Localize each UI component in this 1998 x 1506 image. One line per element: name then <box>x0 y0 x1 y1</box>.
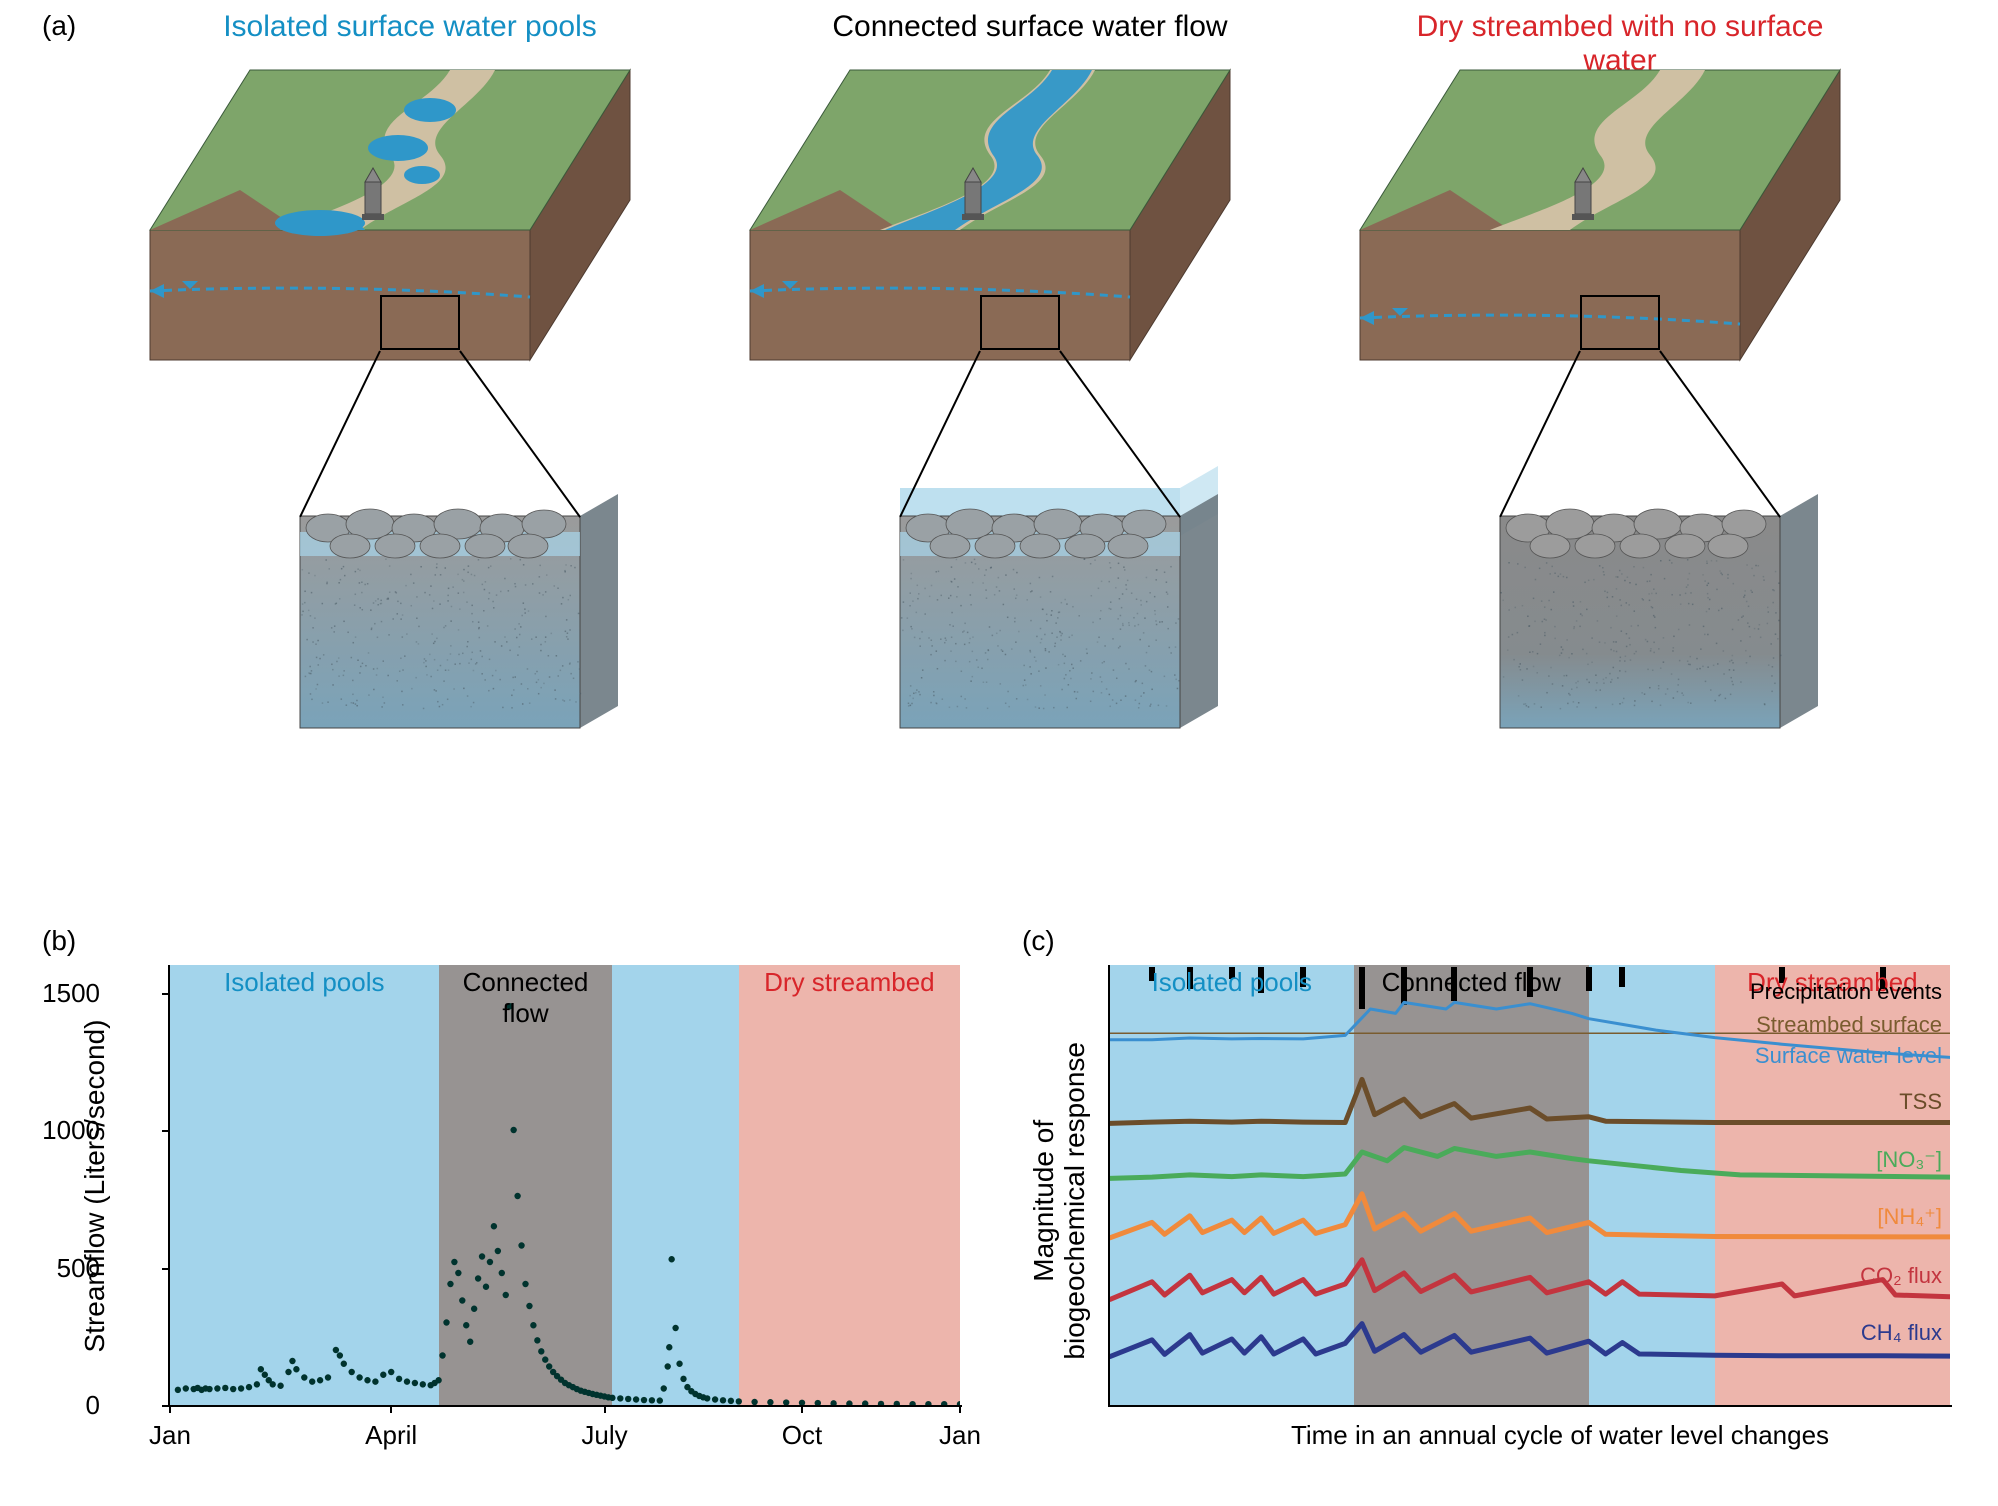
x-tick <box>604 1405 606 1413</box>
panel-b-ylabel: Streamflow (Liters/second) <box>79 1011 111 1361</box>
panel-a: (a) Isolated surface water pools <box>40 10 1960 910</box>
x-tick-label: Oct <box>772 1420 832 1451</box>
trace-label-nh4: [NH₄⁺] <box>1722 1204 1942 1230</box>
panel-b: (b) Streamflow (Liters/second) Isolated … <box>40 925 980 1480</box>
x-tick-label: April <box>361 1420 421 1451</box>
b-y-axis <box>168 965 170 1407</box>
panel-c-ylabel: Magnitude ofbiogeochemical response <box>1029 1026 1091 1376</box>
phase-label: Isolated pools <box>170 967 439 998</box>
x-tick-label: Jan <box>930 1420 990 1451</box>
annotation: Precipitation events <box>1722 979 1942 1005</box>
zoom-source-box <box>1580 295 1660 350</box>
trace-label-no3: [NO₃⁻] <box>1722 1147 1942 1173</box>
c-y-axis <box>1108 965 1110 1407</box>
y-tick <box>162 993 170 995</box>
y-tick-label: 1000 <box>20 1115 100 1146</box>
panel-c: (c) Magnitude ofbiogeochemical response … <box>1020 925 1970 1480</box>
x-tick-label: Jan <box>140 1420 200 1451</box>
b-x-axis <box>168 1405 962 1407</box>
trace-label-swl: Surface water level <box>1722 1043 1942 1069</box>
panel-a-label: (a) <box>42 10 76 42</box>
x-tick <box>959 1405 961 1413</box>
y-tick <box>162 1268 170 1270</box>
zoom-source-box <box>380 295 460 350</box>
figure-root: (a) Isolated surface water pools <box>0 0 1998 1506</box>
sediment-inset <box>300 510 580 730</box>
panel-c-xlabel: Time in an annual cycle of water level c… <box>1220 1420 1900 1451</box>
panel-c-ylabel-l1: Magnitude ofbiogeochemical response <box>1028 1042 1090 1360</box>
c-x-axis <box>1108 1405 1952 1407</box>
trace-label-ch4: CH₄ flux <box>1722 1320 1942 1346</box>
x-tick <box>169 1405 171 1413</box>
trace-label-tss: TSS <box>1722 1089 1942 1115</box>
phase-label: Connected flow <box>439 967 613 1029</box>
phase-label: Connected flow <box>1354 967 1589 998</box>
chart-c-plot-area: Isolated poolsConnected flowDry streambe… <box>1110 965 1950 1405</box>
trace-label-co2: CO₂ flux <box>1722 1263 1942 1289</box>
x-tick <box>390 1405 392 1413</box>
y-tick-label: 0 <box>20 1390 100 1421</box>
sediment-inset <box>900 510 1180 730</box>
zoom-source-box <box>980 295 1060 350</box>
annotation: Streambed surface <box>1722 1012 1942 1038</box>
phase-label: Isolated pools <box>1110 967 1354 998</box>
panel-c-label: (c) <box>1022 925 1055 957</box>
panel-b-label: (b) <box>42 925 76 957</box>
sediment-inset <box>1500 510 1780 730</box>
scene-title: Connected surface water flow <box>815 10 1245 44</box>
x-tick-label: July <box>575 1420 635 1451</box>
x-tick <box>801 1405 803 1413</box>
chart-b-plot-area: Isolated poolsConnected flow Dry streambe… <box>170 965 960 1405</box>
scene-title: Isolated surface water pools <box>195 10 625 44</box>
scatter-plot <box>170 965 960 1405</box>
y-tick-label: 1500 <box>20 978 100 1009</box>
phase-label: Dry streambed <box>739 967 960 998</box>
y-tick <box>162 1130 170 1132</box>
y-tick-label: 500 <box>20 1253 100 1284</box>
